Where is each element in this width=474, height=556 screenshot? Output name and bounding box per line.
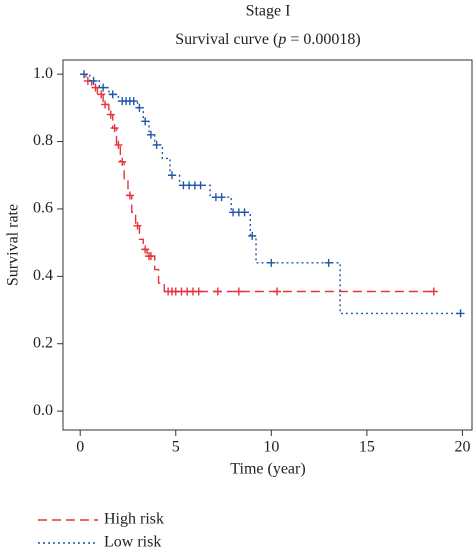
y-tick-label: 0.6 — [33, 200, 53, 217]
x-tick-label: 15 — [359, 439, 375, 456]
chart-subtitle: Survival curve (p = 0.00018) — [175, 31, 360, 48]
x-tick-label: 5 — [172, 439, 180, 456]
censor-mark — [141, 117, 150, 126]
legend-label: High risk — [104, 511, 164, 528]
censor-mark — [267, 258, 276, 267]
censor-mark — [213, 287, 222, 296]
censor-mark — [99, 83, 108, 92]
censor-mark — [80, 70, 89, 79]
censor-mark — [234, 287, 243, 296]
censor-mark — [194, 287, 203, 296]
censor-mark — [146, 252, 155, 261]
y-tick-label: 0.8 — [33, 132, 53, 149]
chart-title: Stage I — [246, 3, 291, 20]
x-axis-label: Time (year) — [230, 461, 305, 478]
legend-label: Low risk — [104, 534, 161, 551]
y-tick-label: 0.0 — [33, 402, 53, 419]
censor-mark — [167, 171, 176, 180]
censor-mark — [146, 130, 155, 139]
subtitle-part: Survival curve ( — [175, 31, 278, 48]
censor-mark — [135, 103, 144, 112]
survival-curve — [80, 73, 434, 293]
y-tick-label: 0.2 — [33, 334, 53, 351]
censor-mark — [429, 287, 438, 296]
censor-mark — [97, 90, 106, 99]
censor-mark — [273, 287, 282, 296]
censor-mark — [456, 309, 465, 318]
censor-mark — [89, 76, 98, 85]
censor-mark — [129, 97, 138, 106]
censor-mark — [217, 193, 226, 202]
subtitle-part: p — [277, 31, 286, 48]
censor-mark — [114, 140, 123, 149]
censor-mark — [152, 140, 161, 149]
censor-mark — [101, 100, 110, 109]
censor-mark — [106, 110, 115, 119]
subtitle-part: = 0.00018) — [286, 31, 360, 48]
censor-mark — [125, 191, 134, 200]
censor-mark — [240, 208, 249, 217]
censor-mark — [196, 181, 205, 190]
survival-curve — [80, 73, 461, 315]
censor-mark — [108, 90, 117, 99]
censor-mark — [133, 221, 142, 230]
censor-mark — [110, 124, 119, 133]
censor-mark — [141, 245, 150, 254]
y-tick-label: 1.0 — [33, 65, 53, 82]
y-tick-label: 0.4 — [33, 267, 53, 284]
censor-mark — [248, 231, 257, 240]
y-axis-label: Survival rate — [5, 204, 22, 286]
plot-frame — [62, 59, 473, 431]
x-tick-label: 0 — [76, 439, 84, 456]
censor-mark — [91, 83, 100, 92]
censor-mark — [324, 258, 333, 267]
x-tick-label: 10 — [263, 439, 279, 456]
censor-mark — [118, 157, 127, 166]
x-tick-label: 20 — [454, 439, 470, 456]
